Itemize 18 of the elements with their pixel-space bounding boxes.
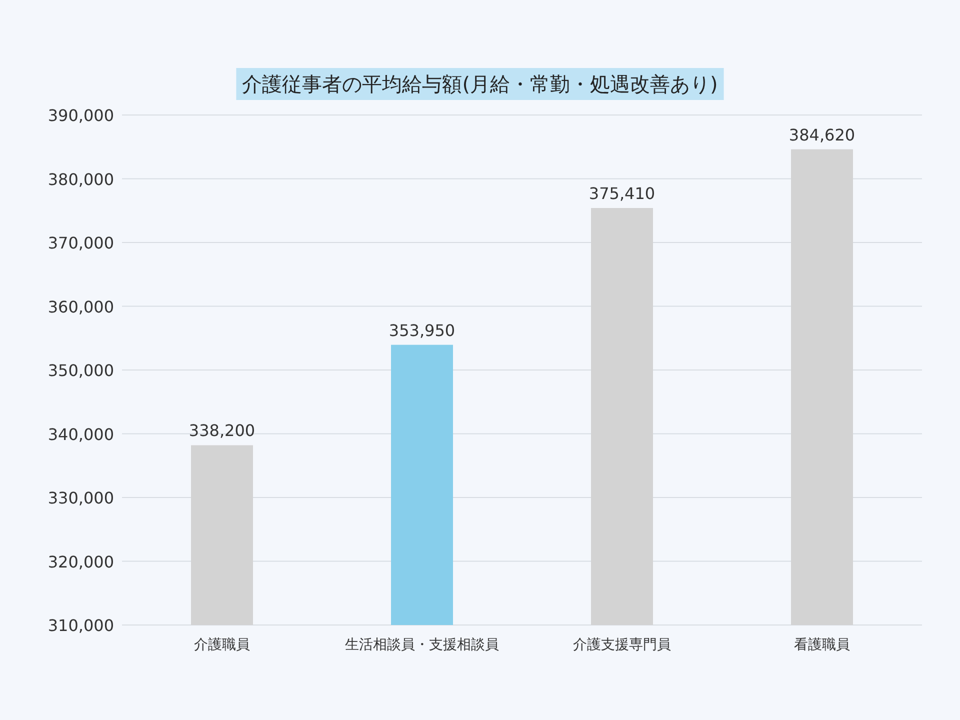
data-label: 384,620 (788, 125, 856, 144)
y-tick-label: 380,000 (48, 170, 114, 189)
y-tick-label: 330,000 (48, 488, 114, 508)
y-tick-label: 340,000 (48, 424, 114, 444)
y-tick-label: 370,000 (48, 234, 114, 252)
data-label: 375,410 (588, 184, 656, 204)
x-tick-label: 看護職員 (794, 637, 850, 653)
chart-title: 介護従事者の平均給与額(月給・常勤・処遇改善あり) (242, 72, 718, 96)
y-tick-label: 310,000 (48, 616, 114, 635)
y-tick-label: 390,000 (48, 106, 114, 125)
x-tick-label: 介護支援専門員 (573, 637, 671, 653)
y-tick-label: 360,000 (48, 297, 114, 316)
data-label: 338,200 (188, 421, 256, 440)
x-tick-label: 生活相談員・支援相談員 (345, 637, 499, 653)
y-tick-label: 350,000 (48, 361, 114, 380)
x-tick-label: 介護職員 (194, 637, 250, 653)
data-label: 353,950 (388, 320, 456, 340)
y-tick-label: 320,000 (48, 552, 114, 572)
